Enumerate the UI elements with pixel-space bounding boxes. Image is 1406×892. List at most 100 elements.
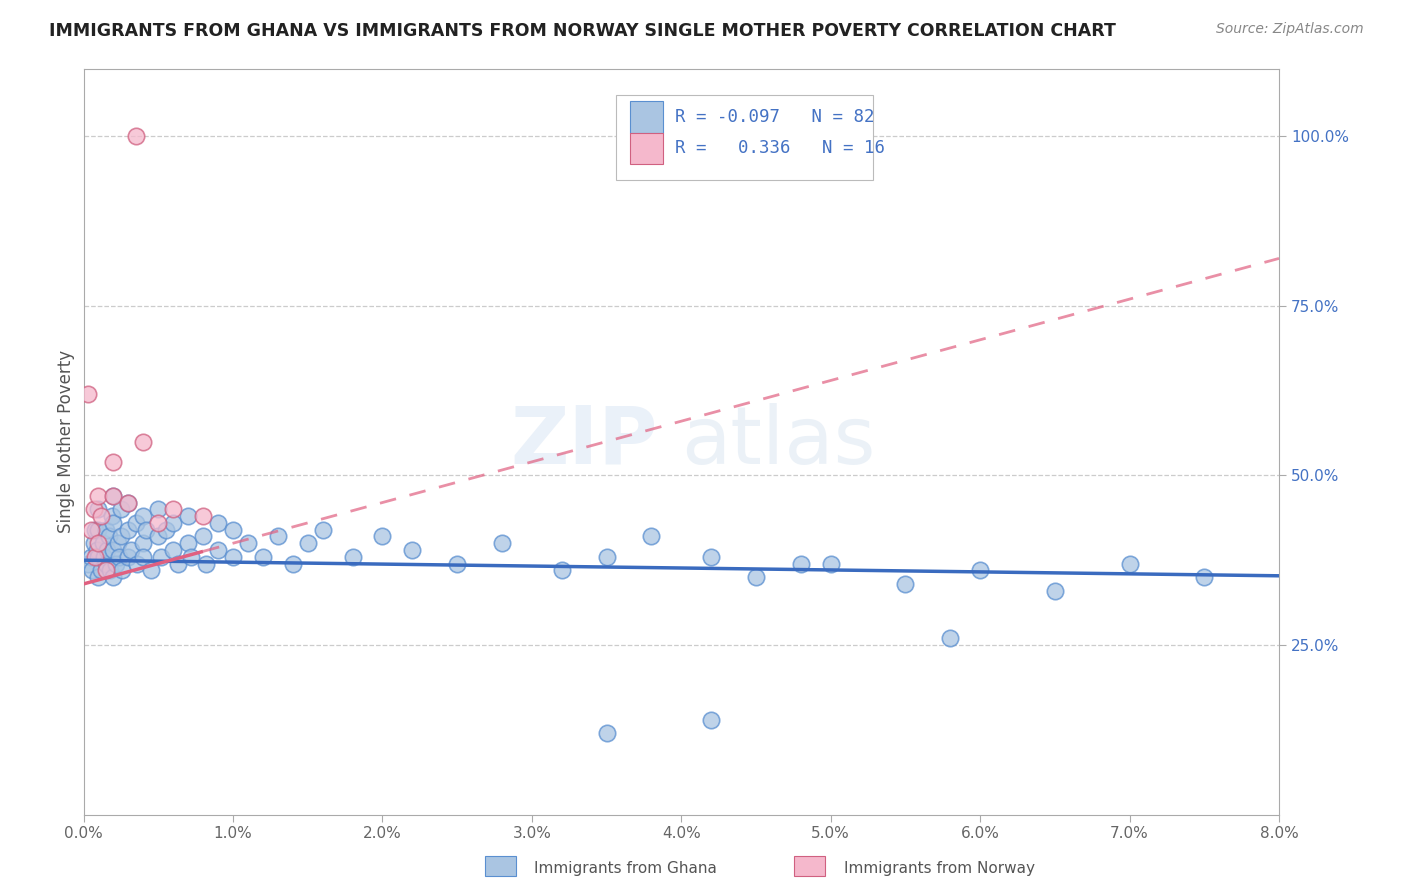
Bar — [630, 133, 664, 164]
Point — [103, 489, 125, 503]
Point — [207, 516, 229, 530]
Point — [939, 631, 962, 645]
Point — [103, 516, 125, 530]
Point — [700, 549, 723, 564]
Point — [125, 129, 148, 144]
Point — [446, 557, 468, 571]
Point — [207, 543, 229, 558]
Point — [132, 434, 155, 449]
Point — [103, 543, 125, 558]
Point — [110, 529, 132, 543]
Point — [105, 557, 128, 571]
Point — [191, 529, 214, 543]
Point — [640, 529, 662, 543]
Point — [84, 523, 107, 537]
Point — [595, 549, 617, 564]
Point — [77, 387, 100, 401]
Text: atlas: atlas — [682, 402, 876, 481]
Point — [177, 509, 200, 524]
Point — [132, 536, 155, 550]
Text: IMMIGRANTS FROM GHANA VS IMMIGRANTS FROM NORWAY SINGLE MOTHER POVERTY CORRELATIO: IMMIGRANTS FROM GHANA VS IMMIGRANTS FROM… — [49, 22, 1116, 40]
Point — [90, 563, 112, 577]
Text: R = -0.097   N = 82: R = -0.097 N = 82 — [675, 108, 875, 126]
Point — [91, 536, 114, 550]
Point — [551, 563, 574, 577]
Point — [148, 516, 170, 530]
Point — [148, 502, 170, 516]
Point — [87, 489, 110, 503]
Point — [177, 536, 200, 550]
Point — [745, 570, 768, 584]
Point — [790, 557, 813, 571]
Point — [132, 509, 155, 524]
Point — [117, 495, 139, 509]
Point — [148, 529, 170, 543]
Point — [180, 549, 202, 564]
Point — [222, 549, 245, 564]
Point — [117, 523, 139, 537]
Point — [252, 549, 274, 564]
Point — [87, 549, 110, 564]
Point — [342, 549, 364, 564]
Point — [94, 557, 117, 571]
Point — [135, 523, 157, 537]
Point — [1118, 557, 1140, 571]
Text: R =   0.336   N = 16: R = 0.336 N = 16 — [675, 139, 886, 157]
Text: Immigrants from Norway: Immigrants from Norway — [844, 861, 1035, 876]
Point — [166, 557, 188, 571]
Point — [125, 516, 148, 530]
Point — [162, 516, 184, 530]
Point — [117, 549, 139, 564]
Point — [117, 495, 139, 509]
Point — [1043, 583, 1066, 598]
Point — [222, 523, 245, 537]
Point — [1194, 570, 1216, 584]
Point — [820, 557, 842, 571]
Point — [86, 543, 108, 558]
Point — [83, 502, 105, 516]
Point — [80, 549, 103, 564]
Point — [236, 536, 259, 550]
Point — [87, 502, 110, 516]
Point — [107, 536, 129, 550]
Point — [101, 509, 124, 524]
Point — [127, 557, 149, 571]
Point — [162, 502, 184, 516]
Point — [110, 502, 132, 516]
Point — [139, 563, 162, 577]
Point — [103, 570, 125, 584]
Point — [87, 523, 110, 537]
Point — [108, 549, 131, 564]
Point — [162, 543, 184, 558]
Y-axis label: Single Mother Poverty: Single Mother Poverty — [58, 350, 75, 533]
Point — [894, 577, 917, 591]
Point — [94, 563, 117, 577]
Point — [191, 509, 214, 524]
Point — [195, 557, 218, 571]
Point — [87, 570, 110, 584]
Point — [97, 529, 120, 543]
Point — [281, 557, 304, 571]
Text: ZIP: ZIP — [510, 402, 658, 481]
Point — [311, 523, 333, 537]
Point — [595, 726, 617, 740]
Point — [132, 549, 155, 564]
FancyBboxPatch shape — [616, 95, 873, 180]
Point — [87, 536, 110, 550]
Point — [100, 563, 122, 577]
Bar — [630, 102, 664, 133]
Point — [150, 549, 173, 564]
Point — [96, 543, 118, 558]
Text: Immigrants from Ghana: Immigrants from Ghana — [534, 861, 717, 876]
Point — [297, 536, 319, 550]
Point — [111, 563, 134, 577]
Point — [401, 543, 423, 558]
Point — [90, 509, 112, 524]
Point — [371, 529, 394, 543]
Point — [80, 523, 103, 537]
Point — [120, 543, 142, 558]
Point — [700, 713, 723, 727]
Point — [77, 557, 100, 571]
Point — [84, 549, 107, 564]
Point — [82, 563, 104, 577]
